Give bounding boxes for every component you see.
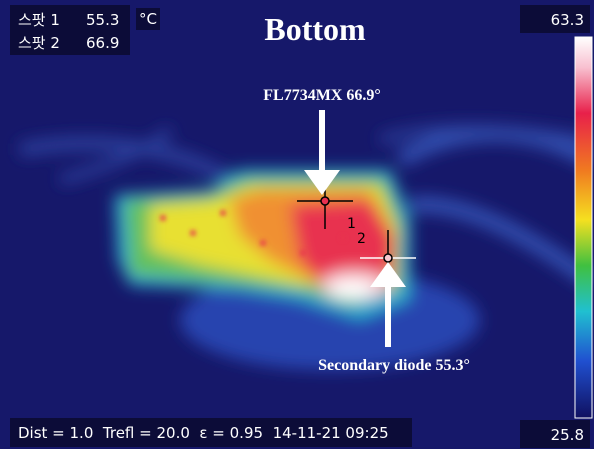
- spot-label: 2: [357, 231, 366, 247]
- spot-name: 스팟 1: [18, 11, 60, 29]
- components: [160, 210, 346, 256]
- color-scale: [574, 36, 593, 419]
- footer: Dist = 1.0 Trefl = 20.0 ε = 0.95 14-11-2…: [18, 424, 389, 442]
- arrows: [304, 110, 406, 347]
- scale-min: 25.8: [551, 426, 584, 444]
- spot-box: [10, 5, 130, 55]
- unit-box: [136, 8, 160, 30]
- scale-max-box: [520, 5, 590, 33]
- annotation: FL7734MX 66.9°: [263, 87, 381, 104]
- spot-value: 66.9: [86, 34, 119, 52]
- spot-label: 1: [347, 216, 356, 232]
- spot-value: 55.3: [86, 11, 119, 29]
- unit: °C: [139, 10, 157, 28]
- annotation: Secondary diode 55.3°: [318, 357, 470, 374]
- spot-name: 스팟 2: [18, 34, 60, 52]
- scale-max: 63.3: [551, 11, 584, 29]
- title: Bottom: [264, 11, 366, 47]
- scale-min-box: [520, 420, 590, 448]
- footer-box: [10, 418, 412, 447]
